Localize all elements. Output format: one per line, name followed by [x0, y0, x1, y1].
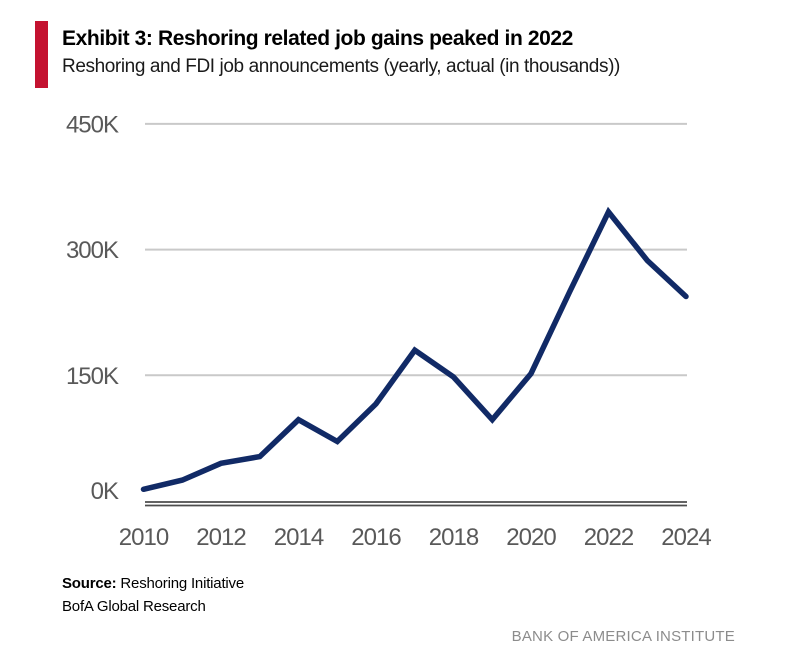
exhibit-title: Exhibit 3: Reshoring related job gains p…	[62, 27, 573, 50]
exhibit-subtitle: Reshoring and FDI job announcements (yea…	[62, 56, 620, 77]
source-line-2: BofA Global Research	[62, 598, 206, 615]
x-tick-label-2016: 2016	[351, 524, 401, 551]
exhibit-accent-bar	[35, 21, 48, 88]
x-tick-label-2020: 2020	[506, 524, 556, 551]
data-line-reshoring-fdi	[140, 206, 689, 493]
x-tick-label-2024: 2024	[661, 524, 711, 551]
x-tick-label-2014: 2014	[274, 524, 324, 551]
x-tick-label-2018: 2018	[429, 524, 479, 551]
y-tick-label-450K: 450K	[66, 111, 119, 138]
source-label: Source:	[62, 575, 117, 592]
y-tick-label-0K: 0K	[91, 478, 119, 505]
x-tick-label-2022: 2022	[584, 524, 634, 551]
source-text: Reshoring Initiative	[116, 575, 244, 592]
source-block: Source: Reshoring Initiative BofA Global…	[62, 572, 244, 618]
y-tick-label-150K: 150K	[66, 363, 119, 390]
source-line-1: Source: Reshoring Initiative	[62, 572, 244, 595]
y-tick-label-300K: 300K	[66, 237, 119, 264]
x-tick-label-2010: 2010	[119, 524, 169, 551]
brand-mark: BANK OF AMERICA INSTITUTE	[511, 628, 735, 645]
x-tick-label-2012: 2012	[196, 524, 246, 551]
